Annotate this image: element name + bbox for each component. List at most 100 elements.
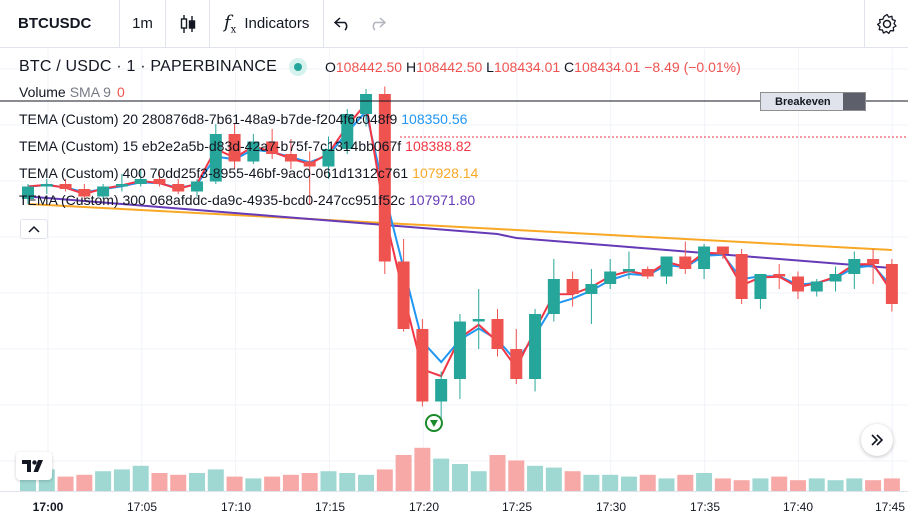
candle-body	[78, 189, 91, 197]
volume-bar	[358, 474, 375, 491]
volume-bar	[282, 474, 299, 491]
candle-body	[510, 349, 523, 379]
candles-icon	[180, 14, 195, 33]
volume-bar	[564, 471, 581, 491]
series-title[interactable]: BTC / USDC · 1 · PAPERBINANCE	[19, 58, 277, 75]
indicator-legend-tema-300[interactable]: TEMA (Custom) 300 068afddc-da9c-4935-bcd…	[19, 192, 476, 208]
candle-body	[641, 269, 654, 277]
volume-bar	[620, 476, 637, 491]
candle-body	[453, 321, 466, 379]
volume-bar	[658, 478, 675, 491]
indicator-legend-tema-20[interactable]: TEMA (Custom) 20 280876d8-7b61-48a9-b7de…	[19, 111, 468, 127]
candle-body	[228, 134, 241, 162]
time-tick: 17:30	[595, 500, 627, 514]
candle-body	[791, 276, 804, 292]
candle-body	[566, 279, 579, 294]
candle-body	[191, 181, 204, 192]
candle-body	[754, 274, 767, 299]
candle-body	[472, 319, 485, 322]
candle-body	[529, 314, 542, 379]
volume-bar	[451, 464, 468, 491]
candle-body	[416, 329, 429, 402]
undo-icon[interactable]	[334, 16, 352, 31]
candle-body	[829, 274, 842, 282]
trade-marker-arrow-icon	[429, 420, 438, 427]
time-tick: 17:10	[220, 500, 252, 514]
volume-bar	[320, 471, 337, 491]
volume-bar	[489, 455, 506, 491]
candle-body	[810, 281, 823, 292]
time-tick: 17:25	[501, 500, 533, 514]
time-axis[interactable]: 17:00 17:05 17:10 17:15 17:20 17:25 17:3…	[0, 491, 908, 517]
time-tick: 17:05	[126, 500, 158, 514]
symbol-search-button[interactable]: BTCUSDC	[0, 0, 120, 48]
candle-body	[622, 269, 635, 272]
volume-bar	[151, 473, 168, 491]
price-chart[interactable]	[0, 49, 908, 491]
candle-body	[698, 246, 711, 269]
candle-body	[134, 179, 147, 184]
volume-bar	[113, 469, 130, 491]
volume-bar	[733, 480, 750, 491]
volume-bar	[583, 474, 600, 491]
volume-bar	[226, 476, 243, 491]
volume-bar	[433, 458, 450, 491]
candle-body	[115, 184, 128, 187]
volume-bar	[696, 473, 713, 491]
double-chevron-right-icon	[871, 434, 884, 446]
candle-body	[547, 279, 560, 314]
volume-bar	[170, 474, 187, 491]
volume-bar	[752, 478, 769, 491]
candle-body	[679, 256, 692, 269]
fx-icon: fx	[224, 11, 237, 36]
chart-type-button[interactable]	[166, 0, 210, 48]
volume-bar	[414, 447, 431, 491]
indicators-button[interactable]: fx Indicators	[210, 0, 325, 48]
top-toolbar: BTCUSDC 1m fx Indicators	[0, 0, 908, 48]
candle-body	[885, 264, 898, 304]
breakeven-label[interactable]: Breakeven	[760, 92, 866, 111]
indicators-label: Indicators	[244, 15, 310, 32]
volume-bar	[545, 467, 562, 491]
candle-body	[22, 186, 34, 199]
tradingview-logo[interactable]	[16, 452, 52, 480]
volume-bar	[771, 476, 788, 491]
candle-body	[153, 179, 166, 184]
volume-bar	[602, 474, 619, 491]
time-tick: 17:40	[782, 500, 814, 514]
candle-body	[585, 284, 598, 294]
candle-body	[97, 186, 110, 197]
gear-icon	[876, 13, 897, 35]
candle-body	[341, 114, 354, 149]
candle-body	[40, 184, 53, 187]
time-tick: 17:20	[408, 500, 440, 514]
time-tick: 17:15	[314, 500, 346, 514]
volume-bar	[789, 480, 806, 491]
scroll-to-realtime-button[interactable]	[861, 424, 893, 456]
candle-body	[491, 319, 504, 349]
candle-body	[266, 141, 279, 154]
volume-bar	[508, 460, 525, 491]
redo-icon[interactable]	[368, 16, 387, 31]
candle-body	[59, 184, 72, 189]
settings-button[interactable]	[864, 0, 908, 48]
volume-bar	[264, 476, 281, 491]
volume-bar	[677, 474, 694, 491]
volume-bar	[376, 469, 393, 491]
indicator-legend-tema-400[interactable]: TEMA (Custom) 400 70dd25f3-8955-46bf-9ac…	[19, 165, 479, 181]
candle-body	[716, 246, 729, 254]
candle-body	[360, 94, 373, 114]
price-change: −8.49 (−0.01%)	[644, 59, 741, 75]
interval-button[interactable]: 1m	[120, 0, 166, 48]
candle-body	[397, 261, 410, 329]
chart-pane[interactable]	[0, 49, 908, 491]
collapse-legend-button[interactable]	[20, 219, 48, 239]
tradingview-logo-icon	[22, 460, 43, 472]
indicator-legend-tema-15[interactable]: TEMA (Custom) 15 eb2e2a5b-d83d-42a7-b75f…	[19, 138, 472, 154]
volume-bar	[395, 455, 412, 491]
candle-body	[848, 259, 861, 274]
candle-body	[604, 271, 617, 284]
main-series-legend: BTC / USDC · 1 · PAPERBINANCE O108442.50…	[19, 58, 741, 76]
market-status-icon[interactable]	[289, 58, 307, 76]
